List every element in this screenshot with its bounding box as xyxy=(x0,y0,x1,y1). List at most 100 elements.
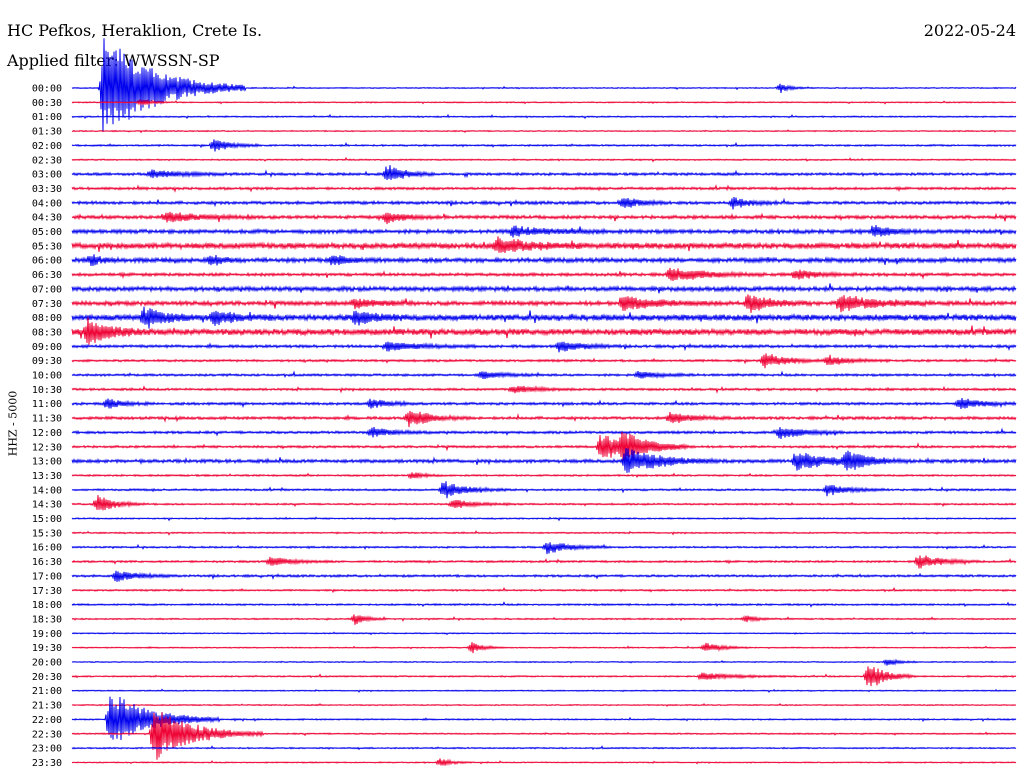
trace-row-1800 xyxy=(71,601,1017,608)
row-label-2130: 21:30 xyxy=(32,701,62,712)
row-label-0100: 01:00 xyxy=(32,112,62,123)
station-title: HC Pefkos, Heraklion, Crete Is. xyxy=(7,21,263,40)
row-label-0000: 00:00 xyxy=(32,84,62,95)
row-label-2000: 20:00 xyxy=(32,658,62,669)
trace-row-2100 xyxy=(71,688,1017,693)
trace-row-1430 xyxy=(71,495,1017,511)
trace-row-1100 xyxy=(71,398,1017,409)
trace-row-1000 xyxy=(71,370,1017,380)
trace-row-0030 xyxy=(71,98,1017,107)
trace-row-1400 xyxy=(71,481,1017,499)
trace-row-0200 xyxy=(71,139,1017,152)
trace-row-0100 xyxy=(71,113,1017,120)
trace-row-2130 xyxy=(71,702,1017,707)
row-label-1330: 13:30 xyxy=(32,471,62,482)
trace-row-2000 xyxy=(71,658,1017,666)
trace-row-0830 xyxy=(71,317,1017,345)
row-label-0930: 09:30 xyxy=(32,356,62,367)
trace-row-0500 xyxy=(71,224,1017,238)
row-label-0130: 01:30 xyxy=(32,127,62,138)
row-label-0830: 08:30 xyxy=(32,327,62,338)
row-label-1100: 11:00 xyxy=(32,399,62,410)
trace-row-1830 xyxy=(71,614,1017,625)
trace-row-0600 xyxy=(71,254,1017,267)
traces xyxy=(71,38,1017,767)
row-label-2030: 20:30 xyxy=(32,672,62,683)
row-label-1600: 16:00 xyxy=(32,543,62,554)
row-label-0900: 09:00 xyxy=(32,342,62,353)
trace-row-1730 xyxy=(71,586,1017,594)
row-label-0400: 04:00 xyxy=(32,198,62,209)
trace-row-2030 xyxy=(71,666,1017,687)
trace-row-0130 xyxy=(71,129,1017,134)
row-labels: 00:00 00:30 01:00 01:30 02:00 02:30 03:00 03:30… xyxy=(32,84,62,769)
date-label: 2022-05-24 xyxy=(923,21,1016,40)
trace-row-0530 xyxy=(71,236,1017,253)
trace-row-0930 xyxy=(71,353,1017,369)
row-label-1430: 14:30 xyxy=(32,500,62,511)
row-label-1230: 12:30 xyxy=(32,442,62,453)
row-label-0530: 05:30 xyxy=(32,241,62,252)
row-label-0230: 02:30 xyxy=(32,155,62,166)
trace-row-0230 xyxy=(71,156,1017,163)
row-label-2300: 23:00 xyxy=(32,744,62,755)
trace-row-0300 xyxy=(71,165,1017,181)
trace-row-0730 xyxy=(71,294,1017,313)
row-label-0030: 00:30 xyxy=(32,98,62,109)
trace-row-0430 xyxy=(71,211,1017,225)
row-label-1000: 10:00 xyxy=(32,371,62,382)
row-label-2200: 22:00 xyxy=(32,715,62,726)
trace-row-1930 xyxy=(71,642,1017,654)
trace-row-0900 xyxy=(71,341,1017,353)
row-label-0800: 08:00 xyxy=(32,313,62,324)
row-label-2230: 22:30 xyxy=(32,729,62,740)
trace-row-2300 xyxy=(71,745,1017,751)
row-label-1830: 18:30 xyxy=(32,614,62,625)
trace-row-2230 xyxy=(71,712,1017,760)
row-label-1400: 14:00 xyxy=(32,485,62,496)
trace-row-1600 xyxy=(71,542,1017,555)
row-label-1130: 11:30 xyxy=(32,414,62,425)
trace-row-1500 xyxy=(71,516,1017,522)
trace-row-0330 xyxy=(71,184,1017,193)
row-label-0430: 04:30 xyxy=(32,213,62,224)
trace-row-0000 xyxy=(71,38,1017,133)
trace-row-2330 xyxy=(71,758,1017,767)
row-label-0300: 03:00 xyxy=(32,170,62,181)
row-label-1800: 18:00 xyxy=(32,600,62,611)
row-label-0630: 06:30 xyxy=(32,270,62,281)
trace-row-1030 xyxy=(71,385,1017,394)
trace-row-1230 xyxy=(71,431,1017,461)
filter-label: Applied filter: WWSSN-SP xyxy=(7,51,220,70)
row-label-0200: 02:00 xyxy=(32,141,62,152)
row-label-0600: 06:00 xyxy=(32,256,62,267)
trace-row-0700 xyxy=(71,283,1017,294)
row-label-2100: 21:00 xyxy=(32,686,62,697)
row-label-1900: 19:00 xyxy=(32,629,62,640)
row-label-1030: 10:30 xyxy=(32,385,62,396)
trace-row-0630 xyxy=(71,267,1017,281)
row-label-1730: 17:30 xyxy=(32,586,62,597)
row-label-1630: 16:30 xyxy=(32,557,62,568)
row-label-1930: 19:30 xyxy=(32,643,62,654)
row-label-1530: 15:30 xyxy=(32,528,62,539)
row-label-1700: 17:00 xyxy=(32,571,62,582)
trace-row-1300 xyxy=(71,448,1017,473)
trace-row-1900 xyxy=(71,631,1017,636)
trace-row-2200 xyxy=(71,696,1017,741)
trace-row-1130 xyxy=(71,410,1017,428)
trace-row-1200 xyxy=(71,426,1017,439)
trace-row-1530 xyxy=(71,530,1017,536)
row-label-1200: 12:00 xyxy=(32,428,62,439)
trace-row-0800 xyxy=(71,306,1017,329)
row-label-0700: 07:00 xyxy=(32,284,62,295)
trace-row-1700 xyxy=(71,570,1017,582)
row-label-2330: 23:30 xyxy=(32,758,62,769)
trace-row-0400 xyxy=(71,197,1017,210)
row-label-0500: 05:00 xyxy=(32,227,62,238)
row-label-0730: 07:30 xyxy=(32,299,62,310)
trace-row-1330 xyxy=(71,471,1017,480)
trace-row-1630 xyxy=(71,555,1017,569)
row-label-1300: 13:00 xyxy=(32,457,62,468)
